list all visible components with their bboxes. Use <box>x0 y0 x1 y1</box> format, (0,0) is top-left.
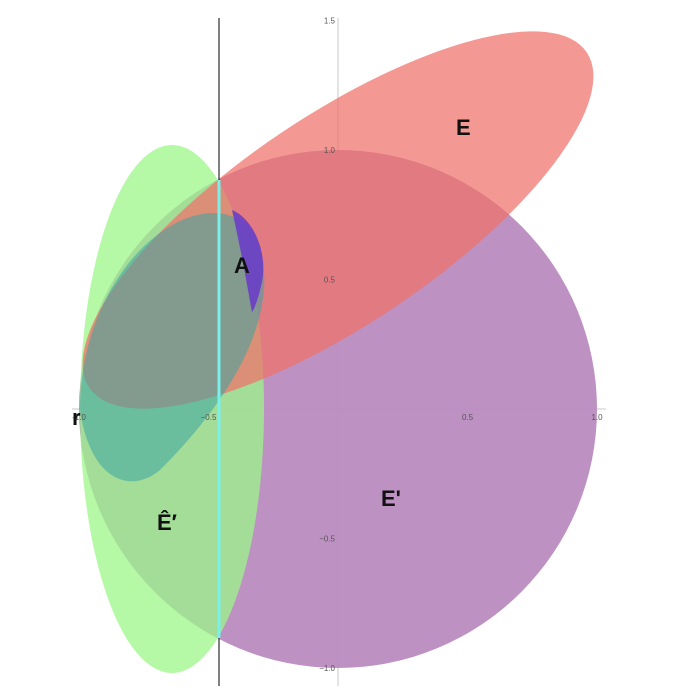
y-tick-label: 1.5 <box>324 17 336 26</box>
label-a: A <box>234 253 250 278</box>
label-e-hat-prime: Ê′ <box>157 510 177 535</box>
label-e: E <box>456 115 471 140</box>
y-tick-label: −1.0 <box>319 664 335 673</box>
y-tick-label: −0.5 <box>319 535 335 544</box>
x-tick-label: 1.0 <box>591 413 603 422</box>
y-tick-label: 1.0 <box>324 146 336 155</box>
y-tick-label: 0.5 <box>324 276 336 285</box>
y-tick-labels: 1.5 1.0 0.5 −0.5 −1.0 <box>319 17 335 674</box>
point-label-r: r <box>72 405 81 430</box>
x-tick-label: −0.5 <box>201 413 217 422</box>
x-tick-label: -1.0 <box>72 413 86 422</box>
label-e-prime: E' <box>381 486 401 511</box>
x-tick-labels: -1.0 −0.5 0.5 1.0 <box>72 413 603 422</box>
x-tick-label: 0.5 <box>462 413 474 422</box>
region-a <box>232 210 264 312</box>
